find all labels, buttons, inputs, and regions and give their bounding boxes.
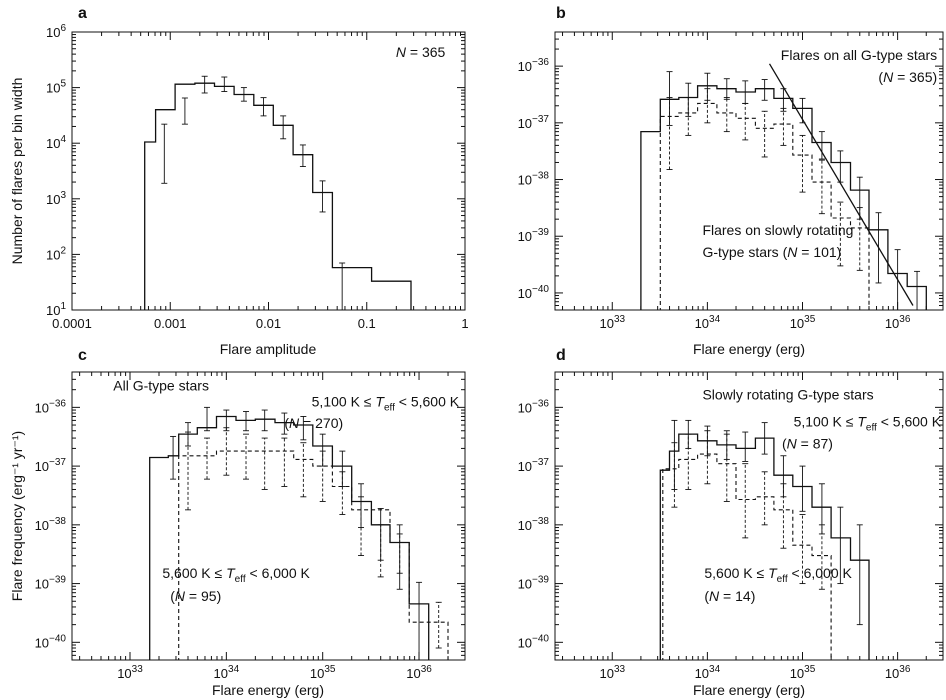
plot-area	[144, 75, 412, 310]
y-tick-label: 10−39	[35, 575, 67, 592]
x-tick-label: 1	[461, 316, 468, 331]
histogram-solid	[149, 415, 430, 660]
panel-label: c	[78, 347, 87, 364]
annotation-cool2: (N = 14)	[704, 588, 755, 604]
x-tick-label: 1034	[695, 664, 721, 681]
annotation-title: All G-type stars	[113, 378, 209, 394]
x-axis-label: Flare amplitude	[220, 341, 317, 357]
histogram-solid	[659, 433, 870, 660]
plot-frame	[554, 31, 944, 311]
panel-label: a	[78, 5, 87, 22]
x-tick-label: 0.001	[154, 316, 187, 331]
annotation-slow2: G-type stars (N = 101)	[702, 244, 841, 260]
y-tick-label: 10−36	[518, 398, 550, 415]
x-tick-label: 1035	[790, 664, 816, 681]
annotation-hot1: 5,100 K ≤ Teff < 5,600 K	[312, 394, 460, 414]
y-tick-label: 10−36	[518, 57, 550, 74]
y-tick-label: 10−38	[35, 516, 67, 533]
x-tick-label: 1035	[790, 314, 816, 331]
y-tick-label: 106	[46, 23, 66, 40]
panel-b: b 1033 1034 1035 1036 10−40 10−39 10−38 10−37 10−…	[518, 5, 944, 357]
y-tick-label: 10−40	[518, 633, 550, 650]
y-tick-label: 10−40	[518, 284, 550, 301]
x-tick-label: 1036	[885, 664, 911, 681]
panel-label: d	[556, 347, 566, 364]
annotation-n: N = 365	[396, 44, 446, 60]
panel-c: c 1033 1034 1035 1036 10−40 10−39 10−38 10−37 10−…	[9, 347, 466, 698]
y-tick-label: 105	[46, 79, 66, 96]
y-tick-label: 10−40	[35, 633, 67, 650]
panel-d: d 1033 1034 1035 1036 10−40 10−39 10−38 10−37 10−…	[518, 347, 944, 698]
annotation-hot2: (N = 87)	[782, 435, 833, 451]
x-tick-label: 0.1	[358, 316, 376, 331]
x-tick-label: 0.01	[256, 316, 281, 331]
annotation-title: Slowly rotating G-type stars	[702, 386, 873, 402]
x-tick-label: 1036	[406, 664, 432, 681]
annotation-slow1: Flares on slowly rotating	[702, 222, 853, 238]
plot-frame	[554, 371, 944, 661]
power-law-fit-line	[768, 63, 914, 306]
y-tick-label: 10−37	[518, 457, 550, 474]
y-tick-label: 10−39	[518, 575, 550, 592]
annotation-hot2: (N = 270)	[284, 415, 343, 431]
plot-frame	[71, 31, 466, 311]
x-tick-label: 1033	[117, 664, 143, 681]
y-axis-label: Flare frequency (erg⁻¹ yr⁻¹)	[9, 431, 25, 601]
x-axis-label: Flare energy (erg)	[693, 682, 805, 698]
y-tick-label: 104	[46, 134, 66, 151]
y-tick-label: 102	[46, 245, 66, 262]
annotation-all1: Flares on all G-type stars	[781, 47, 937, 63]
x-tick-label: 1036	[885, 314, 911, 331]
y-tick-label: 10−39	[518, 227, 550, 244]
y-tick-label: 101	[46, 301, 66, 318]
histogram-dashed	[662, 453, 832, 660]
x-tick-label: 1034	[214, 664, 240, 681]
annotation-cool2: (N = 95)	[170, 588, 221, 604]
x-tick-label: 0.0001	[52, 316, 92, 331]
histogram-dashed	[659, 102, 870, 310]
x-tick-label: 1035	[310, 664, 336, 681]
annotation-all2: (N = 365)	[878, 69, 937, 85]
y-axis-label: Number of flares per bin width	[9, 78, 25, 265]
y-tick-label: 10−37	[518, 114, 550, 131]
panel-label: b	[556, 5, 566, 22]
plot-area	[149, 406, 449, 660]
histogram-dashed	[178, 450, 449, 660]
y-tick-label: 10−38	[518, 516, 550, 533]
x-axis-label: Flare energy (erg)	[212, 682, 324, 698]
x-tick-label: 1033	[599, 664, 625, 681]
y-tick-label: 10−36	[35, 398, 67, 415]
plot-area	[640, 63, 927, 310]
plot-frame	[71, 371, 466, 661]
panel-a: a 0.0001 0.001 0.01 0.1 1 101 102 103 104 105 106 Fl…	[9, 5, 469, 357]
x-tick-label: 1033	[599, 314, 625, 331]
x-tick-label: 1034	[695, 314, 721, 331]
annotation-cool1: 5,600 K ≤ Teff < 6,000 K	[162, 565, 310, 585]
x-axis-label: Flare energy (erg)	[693, 341, 805, 357]
plot-area	[659, 419, 870, 660]
y-tick-label: 10−38	[518, 171, 550, 188]
annotation-cool1: 5,600 K ≤ Teff < 6,000 K	[704, 565, 852, 585]
annotation-hot1: 5,100 K ≤ Teff < 5,600 K	[794, 414, 942, 434]
y-tick-label: 10−37	[35, 457, 67, 474]
y-tick-label: 103	[46, 190, 66, 207]
